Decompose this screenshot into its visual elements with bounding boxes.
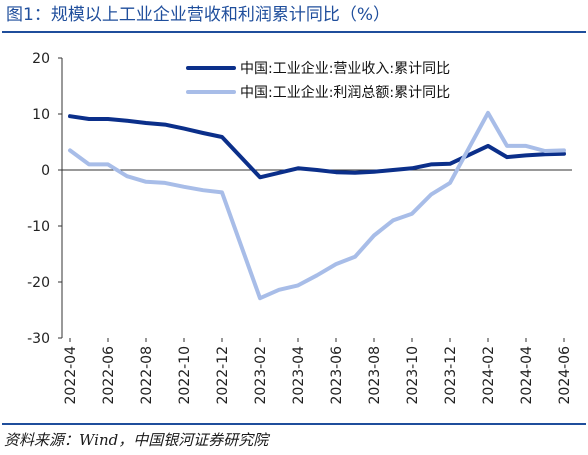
x-tick-label: 2024-06: [557, 346, 573, 405]
series-layer: [68, 110, 566, 301]
x-tick-label: 2023-06: [329, 346, 345, 405]
x-tick-label: 2023-02: [253, 346, 269, 405]
title-divider: [2, 31, 586, 33]
x-tick-label: 2022-08: [139, 346, 155, 405]
y-tick-label: 0: [41, 163, 50, 179]
x-tick-label: 2023-10: [405, 346, 421, 405]
x-tick-label: 2022-06: [101, 346, 117, 405]
x-tick-label: 2024-02: [481, 346, 497, 405]
x-tick-label: 2023-08: [367, 346, 383, 405]
chart-title: 图1：规模以上工业企业营收和利润累计同比（%）: [6, 5, 390, 25]
x-tick-label: 2023-12: [443, 346, 459, 405]
x-tick-label: 2022-04: [63, 346, 79, 405]
x-tick-label: 2024-04: [519, 346, 535, 405]
series-line-2: [68, 110, 566, 301]
x-axis: 2022-04 2022-06 2022-08 2022-10 2022-12 2023-…: [62, 169, 573, 405]
x-tick-label: 2023-04: [291, 346, 307, 405]
source-note: 资料来源：Wind，中国银河证券研究院: [4, 431, 269, 449]
legend-label-1: 中国:工业企业:营业收入:累计同比: [240, 60, 450, 77]
series-line-1: [68, 114, 566, 180]
y-tick-label: 10: [32, 107, 50, 123]
x-tick-label: 2022-10: [177, 346, 193, 405]
y-tick-label: -20: [27, 275, 50, 291]
y-tick-label: 20: [32, 51, 50, 67]
y-tick-label: -30: [27, 331, 50, 347]
legend-label-2: 中国:工业企业:利润总额:累计同比: [240, 84, 450, 101]
y-tick-label: -10: [27, 219, 50, 235]
y-axis: 20 10 0 -10 -20 -30: [27, 51, 63, 347]
footer-divider: [2, 423, 586, 425]
x-tick-label: 2022-12: [215, 346, 231, 405]
